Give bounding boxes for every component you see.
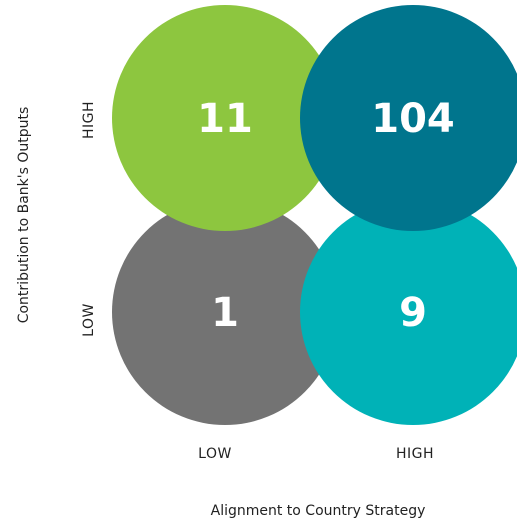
bubble-value-high-x-low-y: 9 [399,290,427,336]
x-tick-high: HIGH [396,446,434,462]
bubble-low-x-low-y [112,199,338,425]
bubble-value-low-x-low-y: 1 [211,290,239,336]
bubble-high-x-high-y [300,5,517,231]
bubbles-group: 1 9 11 104 [112,5,517,425]
bubble-high-x-low-y [300,199,517,425]
bubble-value-low-x-high-y: 11 [197,96,253,142]
y-axis-label: Contribution to Bank's Outputs [16,107,32,324]
y-tick-high: HIGH [81,101,97,139]
bubble-low-x-high-y [112,5,338,231]
x-axis-label: Alignment to Country Strategy [211,503,426,519]
bubble-value-high-x-high-y: 104 [371,96,455,142]
y-tick-low: LOW [81,303,97,337]
x-tick-low: LOW [198,446,232,462]
